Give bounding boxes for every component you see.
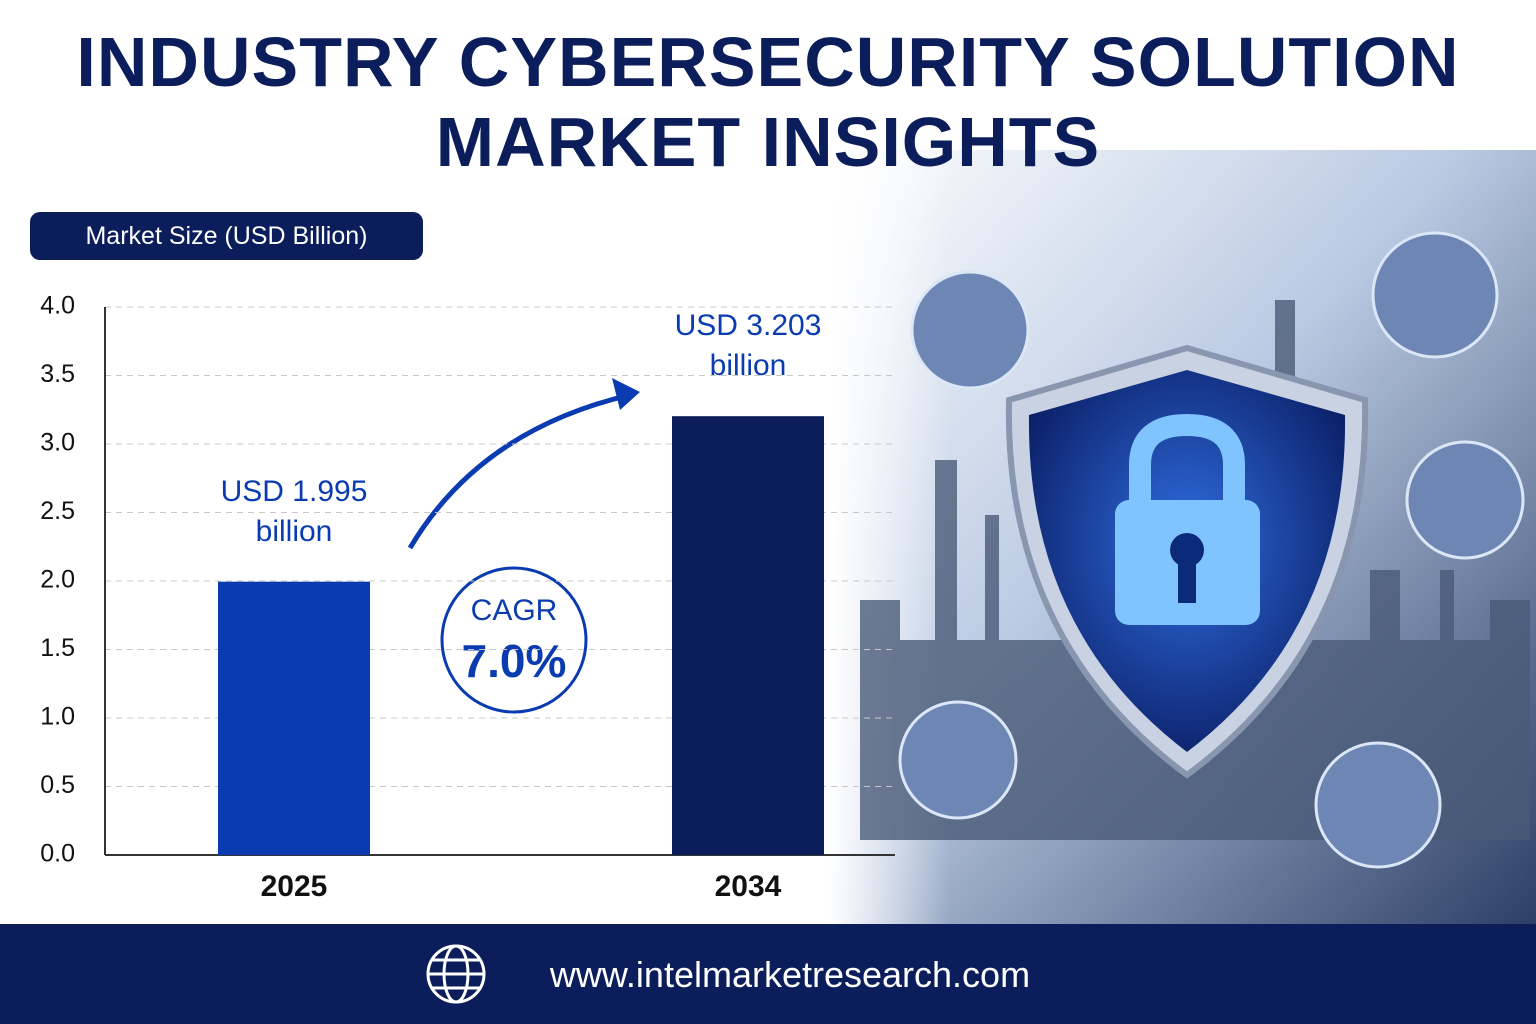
y-tick-label: 2.5 <box>40 497 75 525</box>
decoration <box>830 150 1536 924</box>
y-axis-label: Market Size (USD Billion) <box>30 212 423 260</box>
x-tick-label: 2025 <box>261 870 328 903</box>
x-tick-label: 2034 <box>715 870 782 903</box>
bar <box>672 416 824 855</box>
y-tick-label: 2.0 <box>40 566 75 594</box>
globe-icon <box>426 944 486 1004</box>
footer-band <box>0 924 1536 1024</box>
cagr-value: 7.0% <box>462 635 567 687</box>
y-tick-label: 3.0 <box>40 429 75 457</box>
y-tick-label: 4.0 <box>40 292 75 320</box>
cagr-callout: CAGR 7.0% <box>407 378 640 714</box>
y-tick-label: 0.0 <box>40 840 75 868</box>
y-tick-label: 0.5 <box>40 771 75 799</box>
value-label: USD 3.203 billion <box>674 309 822 383</box>
y-tick-label: 1.5 <box>40 634 75 662</box>
y-tick-label: 3.5 <box>40 360 75 388</box>
y-tick-label: 1.0 <box>40 703 75 731</box>
value-label: USD 1.995 billion <box>220 474 368 548</box>
bar <box>218 581 370 855</box>
footer-url: www.intelmarketresearch.com <box>549 954 1031 995</box>
cagr-label: CAGR <box>471 594 558 627</box>
title: INDUSTRY CYBERSECURITY SOLUTION MARKET I… <box>76 23 1460 181</box>
